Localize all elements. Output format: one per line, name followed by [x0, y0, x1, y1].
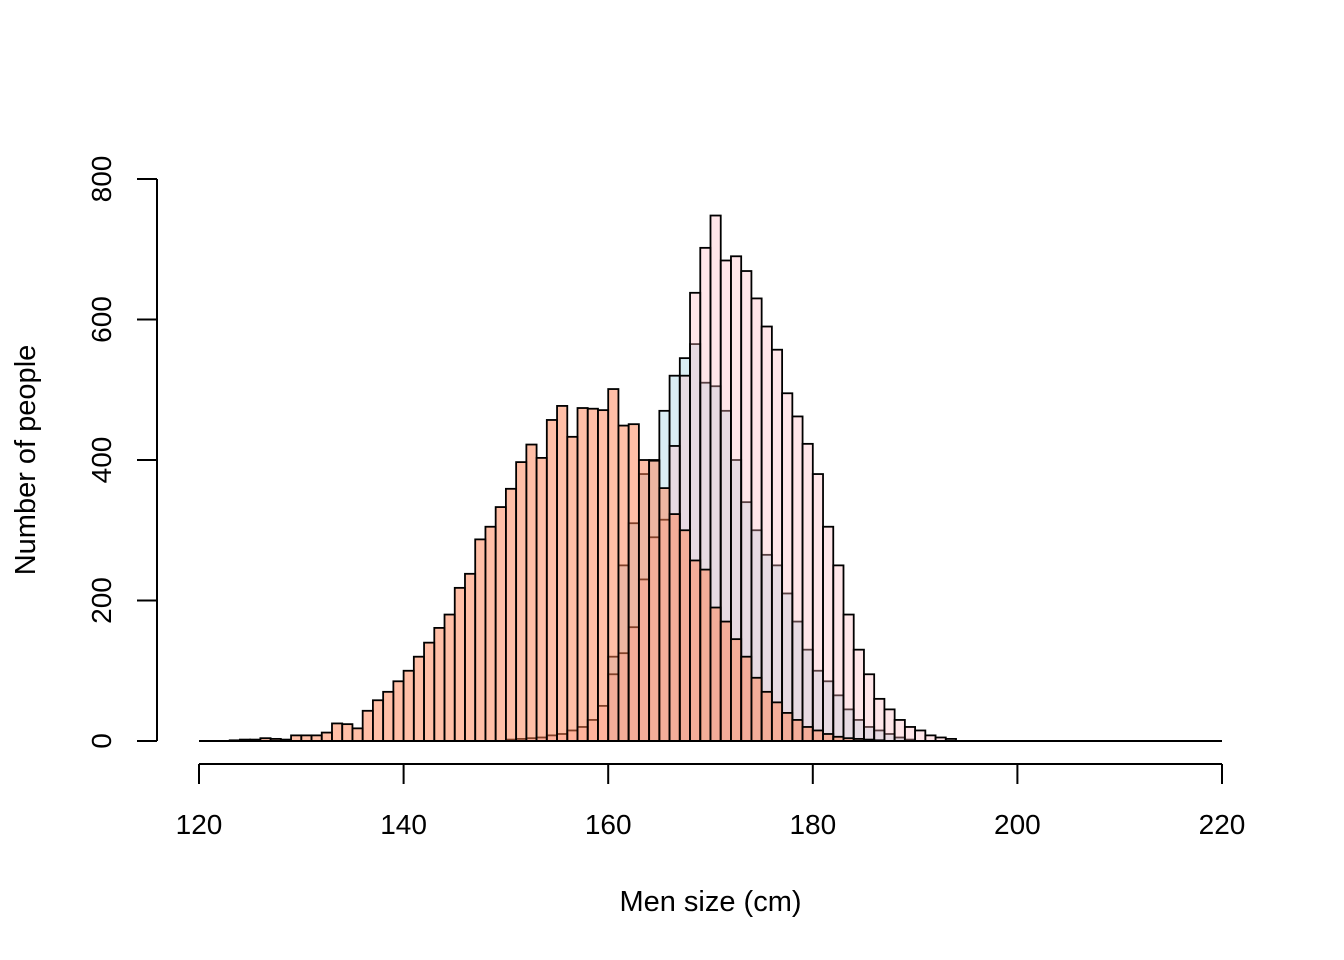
x-axis: 120 140 160 180 200 220 [176, 763, 1246, 840]
histogram-bar [668, 513, 681, 742]
histogram-bar [372, 699, 385, 742]
histogram-bar [412, 655, 425, 742]
histogram-bar [637, 459, 651, 742]
histogram-bar [525, 443, 538, 742]
x-tick-label: 120 [176, 809, 223, 840]
histogram-bar [801, 726, 814, 742]
histogram-bar [699, 568, 712, 742]
histogram-bar [689, 559, 702, 742]
histogram-bar [504, 487, 518, 742]
x-tick-label: 200 [994, 809, 1041, 840]
histogram-bar [781, 712, 794, 742]
x-tick-label: 160 [585, 809, 632, 840]
histogram-bar [811, 473, 824, 742]
x-tick-label: 140 [380, 809, 427, 840]
histogram-bar [351, 727, 364, 742]
x-tick-label: 180 [789, 809, 836, 840]
histogram-bar [453, 586, 466, 742]
histogram-bar [791, 719, 804, 742]
histogram-bar [719, 620, 732, 742]
histogram-bar [535, 456, 548, 742]
histogram-bar [494, 506, 507, 742]
histogram-bar [566, 435, 579, 742]
histogram-bar [678, 529, 691, 742]
histogram-bar [750, 297, 763, 742]
histogram-bar [863, 673, 876, 742]
histogram-bar [607, 388, 620, 742]
histogram-bar [822, 733, 835, 742]
histogram-bar [760, 325, 773, 742]
histogram-bar [842, 613, 855, 742]
histogram-bar [791, 415, 804, 742]
histogram-bar [320, 731, 333, 742]
histogram-bar [443, 613, 456, 742]
y-tick-label: 200 [86, 577, 117, 624]
histogram-bar [914, 729, 927, 742]
histogram-bar [822, 525, 835, 742]
histogram-bar [750, 676, 763, 742]
histogram-bar [730, 638, 743, 742]
histogram-bar [597, 409, 610, 742]
histogram-bar [545, 419, 558, 742]
histogram-bar [893, 719, 906, 742]
histogram-bar [852, 648, 865, 742]
histogram-bar [402, 669, 415, 742]
histogram-bar [770, 701, 784, 742]
histogram-bar [341, 723, 354, 742]
histogram-bar [382, 690, 395, 742]
x-tick-label: 220 [1199, 809, 1246, 840]
histogram-bar [331, 722, 344, 742]
y-axis: 0 200 400 600 800 [86, 156, 158, 749]
histogram-bar [801, 442, 814, 742]
histogram-bar [740, 655, 753, 742]
histogram-bar [433, 626, 446, 742]
histogram-bar [658, 487, 671, 742]
histogram-bar [392, 680, 405, 742]
histogram-bar [760, 690, 773, 742]
histogram-bar [781, 392, 794, 742]
histogram-bar [883, 708, 896, 742]
histogram-bar [361, 709, 374, 742]
histogram-bar [903, 726, 916, 742]
y-tick-label: 0 [86, 733, 117, 749]
histogram-bar [811, 729, 824, 742]
histogram-bar [832, 564, 845, 742]
histogram-bar [515, 461, 528, 742]
y-tick-label: 600 [86, 296, 117, 343]
histogram-bar [484, 525, 497, 742]
histogram-bar [648, 459, 661, 742]
y-axis-title: Number of people [10, 345, 42, 576]
y-tick-label: 400 [86, 437, 117, 484]
y-tick-label: 800 [86, 156, 117, 203]
histogram-bar [556, 405, 569, 742]
histogram-bars [228, 214, 957, 742]
histogram-bar [627, 423, 640, 742]
histogram-bar [586, 407, 599, 742]
histogram-bar [423, 641, 436, 742]
histogram-bar [576, 407, 589, 742]
histogram-bar [474, 538, 487, 742]
histogram-bar [709, 606, 722, 742]
x-axis-title: Men size (cm) [619, 886, 801, 918]
histogram-bar [770, 348, 784, 742]
histogram-bar [617, 424, 630, 742]
histogram-bar [873, 697, 886, 742]
histogram-bar [464, 572, 477, 742]
